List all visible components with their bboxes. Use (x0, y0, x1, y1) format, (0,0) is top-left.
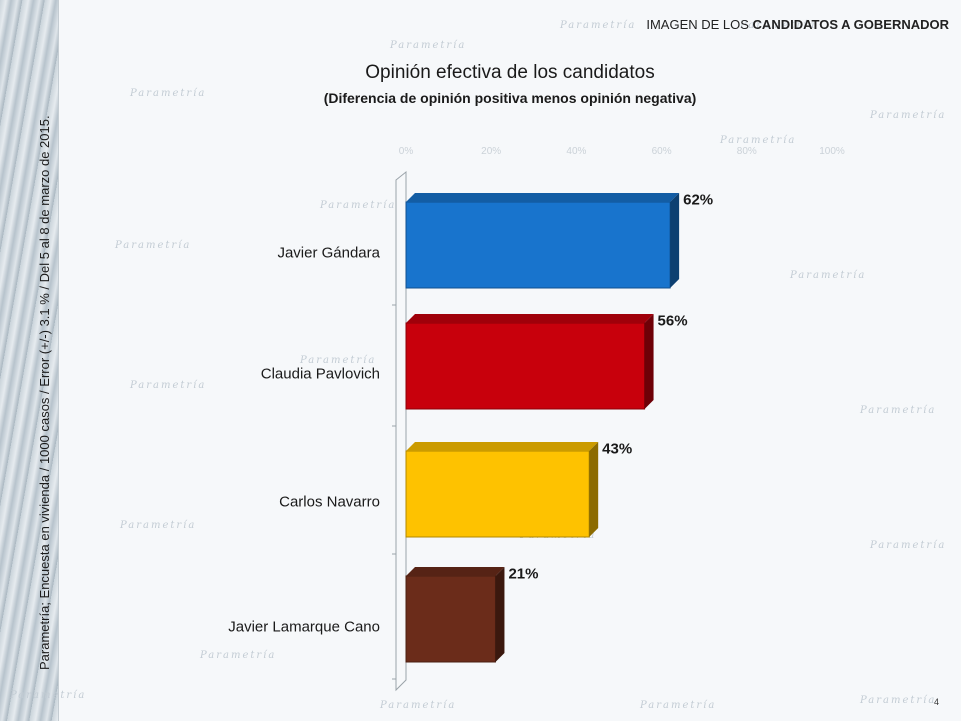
value-label: 21% (508, 565, 539, 583)
watermark-text: Parametría (860, 405, 937, 416)
watermark-text: Parametría (130, 88, 207, 99)
category-label: Carlos Navarro (279, 493, 380, 511)
x-tick-label: 80% (736, 146, 757, 157)
watermark-text: Parametría (120, 520, 197, 531)
x-tick-label: 20% (481, 146, 502, 157)
bar (405, 322, 646, 410)
watermark-text: Parametría (300, 355, 377, 366)
watermark-text: Parametría (860, 695, 937, 706)
value-label: 56% (657, 312, 688, 330)
x-tick-label: 40% (566, 146, 587, 157)
bar (405, 450, 590, 538)
watermark-text: Parametría (560, 20, 637, 31)
watermark-text: Parametría (870, 110, 947, 121)
watermark-text: Parametría (740, 20, 817, 31)
chart-subtitle: (Diferencia de opinión positiva menos op… (323, 90, 697, 106)
category-label: Claudia Pavlovich (260, 365, 380, 383)
bar-side-face (589, 442, 599, 537)
watermark-text: Parametría (130, 380, 207, 391)
watermark-text: Parametría (320, 200, 397, 211)
watermark-text: Parametría (870, 540, 947, 551)
category-label: Javier Lamarque Cano (228, 618, 380, 636)
chart-title: Opinión efectiva de los candidatos (365, 62, 655, 83)
watermark-text: Parametría (380, 700, 457, 711)
x-tick-label: 100% (819, 146, 845, 157)
bar-side-face (670, 193, 680, 288)
bar (405, 201, 671, 289)
decorative-sidebar: Parametría; Encuesta en vivienda / 1000 … (0, 0, 59, 721)
page-number: 4 (933, 697, 939, 707)
bar-side-face (644, 314, 654, 409)
watermark-text: Parametría (790, 270, 867, 281)
bar-top-face (406, 442, 599, 451)
x-tick-label: 60% (651, 146, 672, 157)
watermark-text: Parametría (115, 240, 192, 251)
section-header-prefix: IMAGEN DE LOS (646, 17, 753, 32)
bar-side-face (495, 567, 505, 662)
x-tick-label: 0% (398, 146, 414, 157)
watermark-text: Parametría (720, 135, 797, 146)
category-label: Javier Gándara (277, 244, 380, 262)
y-axis-wall (395, 170, 407, 692)
value-label: 62% (683, 191, 714, 209)
bar-top-face (406, 193, 680, 202)
watermark-text: Parametría (640, 700, 717, 711)
value-label: 43% (602, 440, 633, 458)
watermark-text: Parametría (200, 650, 277, 661)
section-header-bold: CANDIDATOS A GOBERNADOR (752, 17, 949, 32)
bar (405, 575, 496, 663)
watermark-text: Parametría (390, 40, 467, 51)
section-header: IMAGEN DE LOS CANDIDATOS A GOBERNADOR (646, 17, 949, 32)
x-axis-ticks: 0% 20% 40% 60% 80% 100% (0, 146, 961, 160)
bar-top-face (406, 314, 654, 323)
watermark-text: Parametría (10, 690, 87, 701)
bar-top-face (406, 567, 505, 576)
